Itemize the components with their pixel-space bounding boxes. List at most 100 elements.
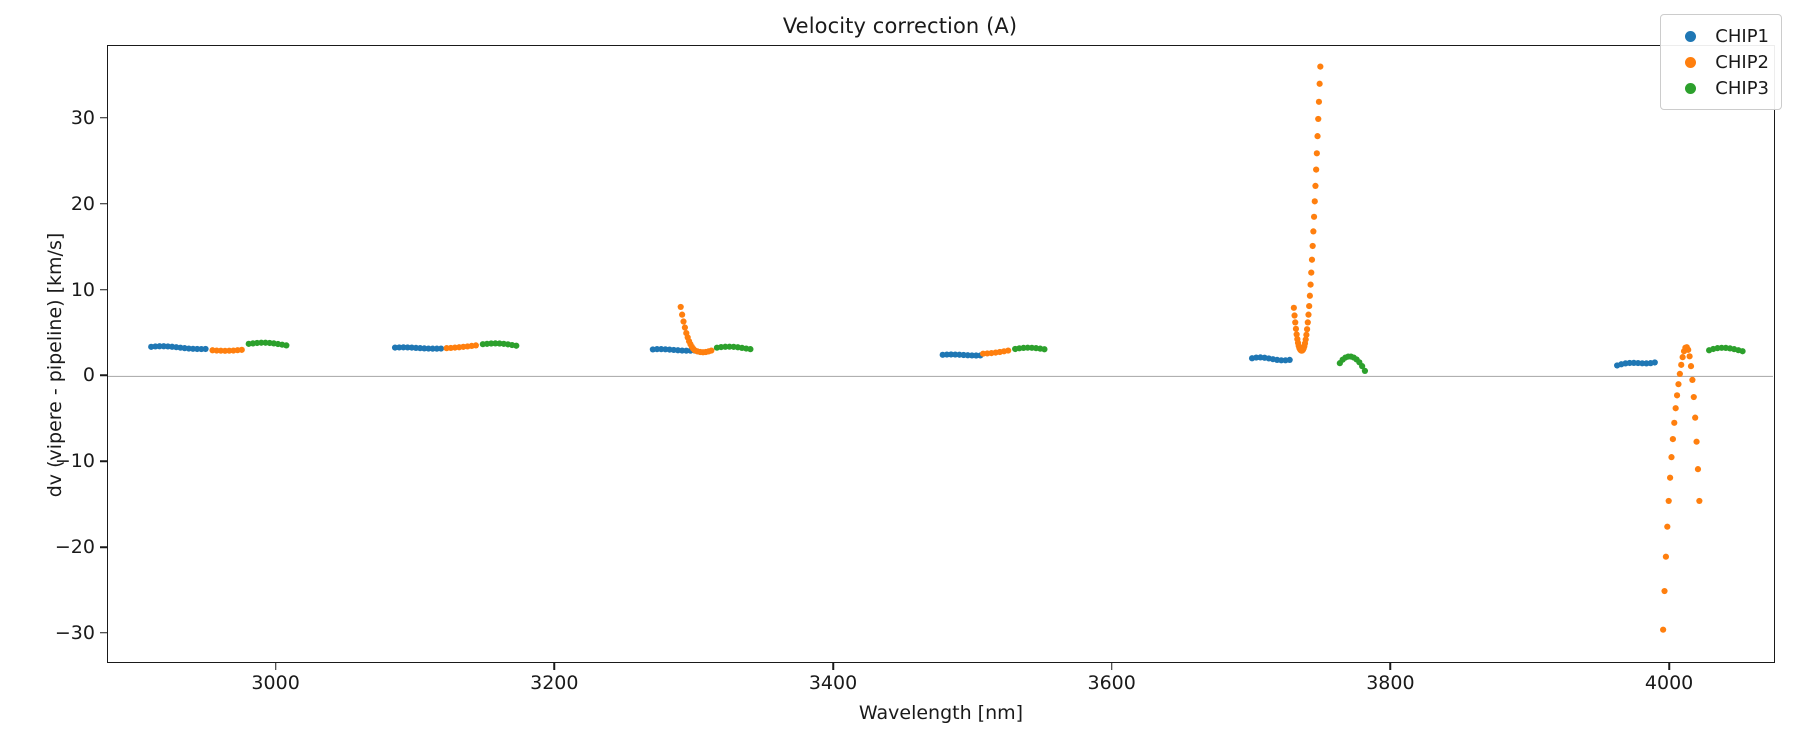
data-point: [681, 324, 689, 331]
legend-label-chip3: CHIP3: [1715, 77, 1769, 99]
x-tick-mark: [553, 663, 556, 670]
legend-marker-chip3: [1685, 82, 1697, 94]
plot-area: [108, 46, 1774, 662]
data-point: [1291, 312, 1298, 319]
series-chip1: [148, 343, 1658, 369]
data-point: [1306, 302, 1313, 310]
data-point: [1308, 256, 1316, 263]
data-point: [1292, 325, 1300, 332]
legend-marker-chip1: [1685, 30, 1697, 42]
data-point: [1685, 346, 1692, 353]
x-tick-label: 3200: [530, 672, 579, 694]
legend-item[interactable]: CHIP3: [1671, 75, 1769, 101]
legend-label-chip1: CHIP1: [1715, 25, 1769, 47]
legend: CHIP1 CHIP2 CHIP3: [1660, 14, 1782, 110]
x-tick-mark: [832, 663, 834, 670]
legend-item[interactable]: CHIP2: [1671, 49, 1769, 75]
data-point: [1311, 198, 1318, 205]
data-point: [1312, 182, 1319, 190]
data-point: [1290, 304, 1297, 311]
x-tick-label: 3000: [251, 672, 300, 694]
data-point: [1309, 242, 1316, 250]
data-point: [1292, 319, 1299, 326]
data-point: [1359, 363, 1366, 370]
data-point: [1310, 213, 1318, 220]
y-tick-mark: [100, 632, 107, 634]
y-tick-mark: [100, 460, 107, 463]
x-tick-label: 3800: [1366, 672, 1415, 694]
data-point: [238, 346, 245, 353]
x-tick-mark: [274, 663, 277, 670]
data-point: [1660, 626, 1667, 633]
y-tick-mark: [100, 288, 107, 291]
data-point: [1315, 115, 1322, 123]
data-point: [1315, 98, 1323, 105]
x-tick-label: 3400: [808, 672, 858, 694]
data-point: [437, 345, 445, 352]
data-point: [1664, 523, 1671, 530]
data-point: [1306, 292, 1313, 299]
data-point: [679, 311, 686, 318]
data-point: [1041, 346, 1048, 353]
data-point: [1690, 393, 1697, 401]
x-tick-mark: [1110, 663, 1113, 670]
data-point: [513, 342, 520, 349]
legend-marker-chip2: [1685, 56, 1697, 68]
data-point: [1317, 63, 1324, 70]
data-point: [283, 342, 290, 349]
x-tick-mark: [1389, 663, 1392, 670]
data-point: [1305, 311, 1312, 318]
data-point: [1303, 331, 1310, 338]
data-point: [1304, 319, 1311, 326]
data-point: [1673, 392, 1681, 399]
data-point: [1302, 336, 1309, 343]
data-point: [1308, 269, 1315, 276]
x-tick-label: 3600: [1087, 672, 1136, 694]
data-point: [1310, 228, 1317, 235]
series-chip2: [209, 63, 1703, 633]
legend-label-chip2: CHIP2: [1715, 51, 1769, 73]
y-tick-label: −10: [54, 450, 95, 473]
y-tick-mark: [100, 546, 107, 548]
legend-item[interactable]: CHIP1: [1671, 23, 1769, 49]
y-tick-label: −30: [54, 621, 95, 644]
data-point: [677, 303, 684, 311]
data-point: [1669, 436, 1676, 443]
y-tick-mark: [100, 117, 107, 119]
data-point: [1667, 474, 1674, 481]
x-tick-mark: [1668, 663, 1670, 670]
data-point: [202, 345, 209, 353]
data-point: [1678, 361, 1685, 368]
data-point: [1692, 414, 1699, 421]
data-point: [1676, 370, 1683, 377]
data-point: [472, 342, 479, 349]
data-point: [1661, 587, 1668, 595]
data-point: [1293, 331, 1300, 338]
data-point: [1665, 497, 1672, 505]
y-tick-label: 30: [70, 106, 95, 129]
y-tick-mark: [100, 374, 107, 377]
data-point: [1694, 466, 1702, 473]
data-point: [1361, 367, 1369, 374]
data-point: [708, 347, 715, 354]
data-point: [1668, 454, 1675, 461]
data-point: [1687, 363, 1695, 370]
data-point: [1286, 356, 1293, 363]
data-point: [1672, 405, 1679, 412]
x-tick-label: 4000: [1644, 672, 1694, 694]
data-point: [1316, 80, 1323, 87]
y-tick-mark: [100, 203, 107, 205]
data-point: [1662, 553, 1670, 560]
data-point: [1313, 166, 1320, 173]
data-point: [1675, 381, 1682, 388]
data-point: [1696, 497, 1703, 505]
data-point: [1303, 326, 1311, 333]
data-point: [747, 346, 754, 353]
data-point: [1651, 359, 1658, 366]
data-point: [1314, 133, 1321, 140]
data-point: [1686, 353, 1693, 360]
y-tick-label: −20: [54, 536, 95, 559]
data-point: [1307, 281, 1314, 288]
data-point: [680, 318, 687, 325]
